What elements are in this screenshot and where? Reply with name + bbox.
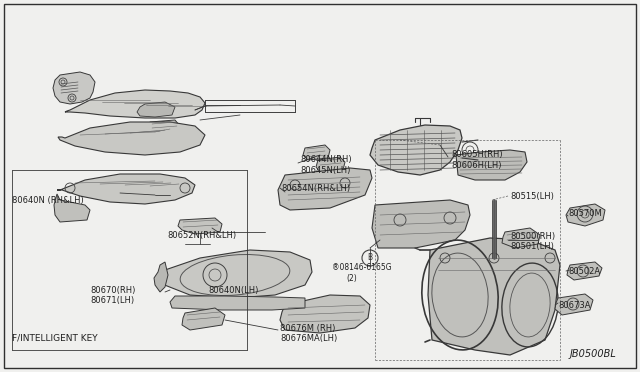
Polygon shape	[170, 296, 305, 310]
Text: B: B	[367, 253, 372, 263]
Text: 80676M (RH): 80676M (RH)	[280, 324, 335, 333]
Polygon shape	[278, 168, 372, 210]
Polygon shape	[57, 174, 195, 204]
Text: (2): (2)	[346, 273, 356, 282]
Polygon shape	[182, 308, 225, 330]
Text: JB0500BL: JB0500BL	[570, 349, 617, 359]
Text: ®08146-6165G: ®08146-6165G	[332, 263, 392, 273]
Text: 80676MA(LH): 80676MA(LH)	[280, 334, 337, 343]
Text: 80645N(LH): 80645N(LH)	[300, 166, 350, 174]
Polygon shape	[154, 262, 168, 292]
Polygon shape	[502, 228, 540, 248]
Polygon shape	[456, 150, 527, 180]
Text: 80570M: 80570M	[568, 208, 602, 218]
Polygon shape	[372, 200, 470, 248]
Text: 80515(LH): 80515(LH)	[510, 192, 554, 201]
Polygon shape	[148, 120, 180, 134]
Polygon shape	[316, 157, 345, 172]
Polygon shape	[566, 204, 605, 226]
Text: 80671(LH): 80671(LH)	[90, 296, 134, 305]
Text: 80652N(RH&LH): 80652N(RH&LH)	[167, 231, 236, 240]
Polygon shape	[53, 72, 95, 104]
Text: F/INTELLIGENT KEY: F/INTELLIGENT KEY	[12, 334, 98, 343]
Text: 80606H(LH): 80606H(LH)	[451, 160, 502, 170]
Polygon shape	[280, 295, 370, 333]
Text: 80605H(RH): 80605H(RH)	[451, 150, 502, 158]
Polygon shape	[567, 262, 602, 280]
Text: 80673A: 80673A	[558, 301, 591, 310]
Polygon shape	[178, 218, 222, 234]
Text: 80670(RH): 80670(RH)	[90, 285, 136, 295]
Text: 80644N(RH): 80644N(RH)	[300, 154, 351, 164]
Text: 80501(LH): 80501(LH)	[510, 243, 554, 251]
Text: 80502A: 80502A	[568, 266, 600, 276]
Polygon shape	[205, 100, 295, 112]
Polygon shape	[137, 102, 175, 117]
Polygon shape	[54, 194, 90, 222]
Polygon shape	[555, 294, 593, 315]
Polygon shape	[158, 250, 312, 298]
Polygon shape	[58, 122, 205, 155]
Text: 80500(RH): 80500(RH)	[510, 231, 555, 241]
Polygon shape	[303, 145, 330, 160]
Polygon shape	[65, 90, 205, 118]
Text: 80640N(LH): 80640N(LH)	[208, 286, 259, 295]
Text: 80640N (RH&LH): 80640N (RH&LH)	[12, 196, 84, 205]
Polygon shape	[428, 238, 560, 355]
Polygon shape	[370, 125, 462, 175]
Text: 80654N(RH&LH): 80654N(RH&LH)	[281, 183, 350, 192]
